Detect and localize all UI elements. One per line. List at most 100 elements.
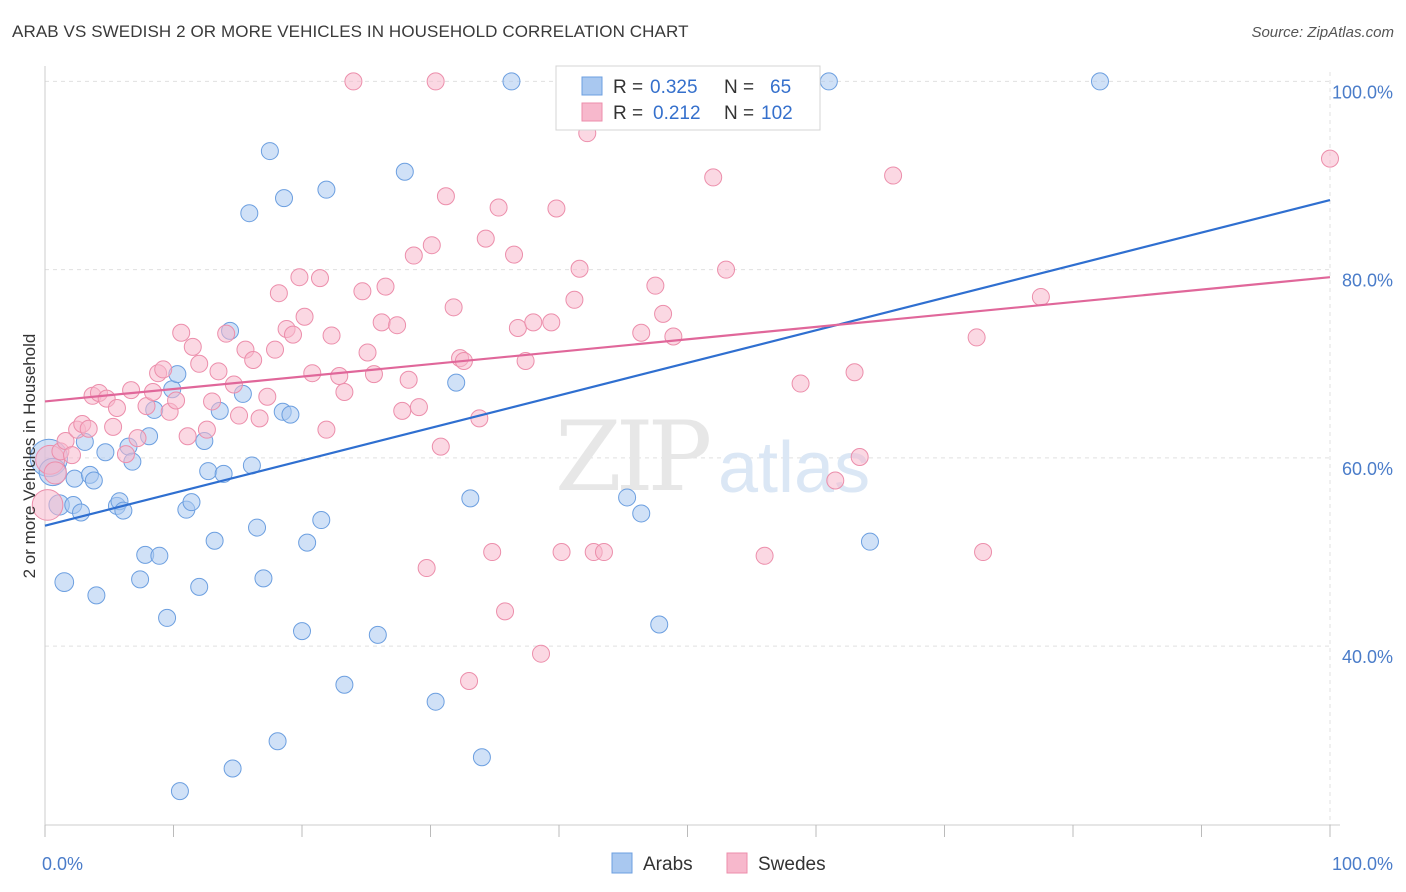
point-arabs-37 [240,204,259,223]
point-arabs-11 [96,443,115,462]
point-arabs-33 [214,464,233,483]
point-swedes-86 [594,543,613,562]
point-arabs-60 [650,615,669,634]
legend-n-value-swedes: 102 [761,103,793,124]
point-swedes-0 [31,489,64,521]
point-swedes-89 [646,276,665,295]
point-swedes-93 [717,260,736,279]
point-swedes-82 [565,290,584,309]
point-swedes-56 [393,401,412,420]
chart-source: Source: ZipAtlas.com [1251,24,1394,41]
point-swedes-76 [516,351,535,370]
x-tick-labels: 0.0% 100.0% [42,854,1393,874]
point-swedes-46 [322,326,341,345]
point-swedes-14 [116,445,135,464]
legend-box: R = 0.325 N = 65 R = 0.212 N = 102 [555,65,821,131]
chart-title: ARAB VS SWEDISH 2 OR MORE VEHICLES IN HO… [12,22,689,41]
point-swedes-95 [791,374,810,393]
point-swedes-29 [209,362,228,381]
trend-line-arabs [44,198,1331,527]
point-swedes-13 [107,399,126,418]
point-swedes-43 [303,364,322,383]
point-swedes-59 [409,398,428,417]
point-swedes-50 [353,282,372,301]
point-swedes-57 [399,370,418,389]
point-arabs-21 [150,546,169,565]
legend-n-label-arabs: N = [724,77,754,98]
point-arabs-25 [170,782,189,801]
point-arabs-62 [819,72,838,91]
point-swedes-74 [505,245,524,264]
point-arabs-42 [268,732,287,751]
point-swedes-70 [476,229,495,248]
point-swedes-63 [431,437,450,456]
point-swedes-53 [372,313,391,332]
point-swedes-27 [197,420,216,439]
point-swedes-37 [266,340,285,359]
x-tick-label-1: 100.0% [1332,854,1393,874]
point-arabs-49 [317,180,336,199]
point-arabs-52 [395,162,414,181]
point-swedes-23 [172,323,191,342]
point-swedes-71 [483,543,502,562]
legend-r-value-swedes: 0.212 [653,103,701,124]
point-swedes-35 [250,409,269,428]
point-arabs-41 [260,142,279,161]
point-swedes-91 [664,327,683,346]
point-swedes-41 [290,268,309,287]
bottom-legend-label-swedes: Swedes [758,854,826,875]
point-swedes-26 [190,354,209,373]
point-arabs-50 [335,675,354,694]
point-swedes-103 [1321,149,1339,168]
point-swedes-45 [317,420,336,439]
point-arabs-54 [447,373,466,392]
point-swedes-42 [295,307,314,326]
point-swedes-5 [62,446,81,465]
series-swedes-points [31,72,1339,690]
legend-r-label-arabs: R = [613,77,643,98]
point-arabs-3 [54,572,75,593]
point-swedes-64 [436,187,455,206]
point-arabs-30 [199,462,218,481]
point-swedes-90 [654,304,673,323]
point-swedes-36 [258,387,277,406]
point-swedes-48 [335,383,354,402]
point-swedes-54 [376,277,395,296]
legend-n-label-swedes: N = [724,103,754,124]
point-swedes-25 [183,337,202,356]
point-swedes-94 [755,546,774,565]
y-tick-label-3: 100.0% [1332,82,1393,102]
legend-swatch-arabs [581,76,603,96]
point-swedes-58 [404,246,423,265]
legend-r-value-arabs: 0.325 [650,77,698,98]
point-swedes-60 [417,559,436,578]
point-swedes-102 [1031,287,1050,306]
point-swedes-99 [884,166,903,185]
point-arabs-46 [293,622,311,641]
point-arabs-39 [248,518,267,537]
legend-r-label-swedes: R = [613,103,643,124]
point-swedes-97 [845,363,864,382]
point-swedes-68 [460,671,479,690]
point-swedes-79 [542,313,561,332]
point-swedes-44 [310,269,329,288]
point-swedes-98 [850,447,869,466]
legend-n-value-arabs: 65 [770,77,791,98]
point-swedes-80 [547,199,566,218]
point-arabs-59 [632,504,651,523]
point-swedes-28 [203,392,222,411]
point-swedes-65 [444,298,463,317]
point-arabs-17 [131,570,150,589]
point-arabs-10 [87,586,106,605]
point-arabs-47 [298,533,317,552]
point-swedes-69 [470,409,489,428]
bottom-legend-label-arabs: Arabs [643,854,693,875]
point-arabs-55 [461,489,480,508]
point-swedes-100 [967,328,986,347]
bottom-legend-swatch-arabs [611,852,633,874]
point-swedes-51 [358,343,377,362]
point-arabs-40 [254,569,273,588]
point-swedes-77 [524,313,543,332]
point-swedes-15 [122,381,141,400]
